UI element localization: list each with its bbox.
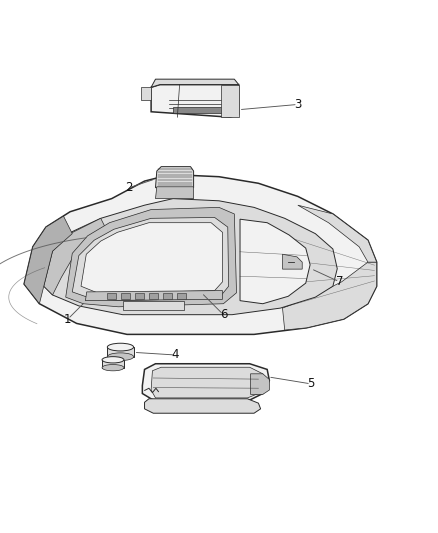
Text: 1: 1 xyxy=(64,312,72,326)
Polygon shape xyxy=(155,187,194,199)
Polygon shape xyxy=(102,360,124,368)
Polygon shape xyxy=(155,167,194,188)
Polygon shape xyxy=(283,254,302,269)
Polygon shape xyxy=(85,290,223,301)
Text: 6: 6 xyxy=(219,308,227,321)
Polygon shape xyxy=(81,223,223,293)
Text: 7: 7 xyxy=(336,276,343,288)
Polygon shape xyxy=(24,216,72,304)
Polygon shape xyxy=(221,85,239,117)
Text: 4: 4 xyxy=(171,349,179,361)
Polygon shape xyxy=(151,85,239,117)
Polygon shape xyxy=(141,87,151,100)
FancyBboxPatch shape xyxy=(135,293,144,300)
Text: 5: 5 xyxy=(307,377,314,390)
Text: 2: 2 xyxy=(125,181,133,194)
Polygon shape xyxy=(123,301,184,310)
Ellipse shape xyxy=(107,343,134,351)
FancyBboxPatch shape xyxy=(107,293,116,300)
Polygon shape xyxy=(44,219,107,295)
Polygon shape xyxy=(151,79,239,87)
FancyBboxPatch shape xyxy=(121,293,130,300)
Polygon shape xyxy=(142,364,269,400)
Polygon shape xyxy=(151,367,264,398)
Polygon shape xyxy=(298,205,377,262)
Ellipse shape xyxy=(102,365,124,371)
Polygon shape xyxy=(283,262,377,330)
Ellipse shape xyxy=(102,357,124,363)
Polygon shape xyxy=(107,347,134,357)
Polygon shape xyxy=(173,107,234,112)
Polygon shape xyxy=(24,174,377,334)
Polygon shape xyxy=(251,374,269,394)
Polygon shape xyxy=(145,399,261,413)
Polygon shape xyxy=(44,199,337,314)
FancyBboxPatch shape xyxy=(163,293,172,300)
Ellipse shape xyxy=(107,353,134,361)
Polygon shape xyxy=(66,207,237,307)
Polygon shape xyxy=(72,217,229,301)
FancyBboxPatch shape xyxy=(177,293,186,300)
Text: 3: 3 xyxy=(294,98,301,111)
FancyBboxPatch shape xyxy=(149,293,158,300)
Polygon shape xyxy=(240,219,310,304)
